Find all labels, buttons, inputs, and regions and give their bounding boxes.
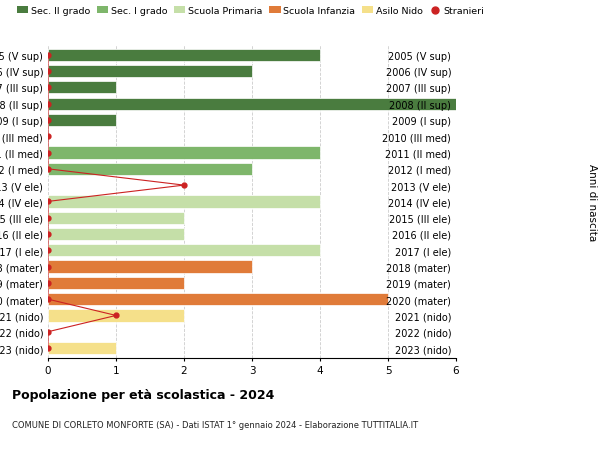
Bar: [48, 229, 184, 241]
Bar: [48, 212, 184, 224]
Text: Anni di nascita: Anni di nascita: [587, 163, 597, 241]
Bar: [48, 66, 252, 78]
Bar: [48, 293, 388, 306]
Bar: [48, 163, 252, 175]
Bar: [48, 261, 252, 273]
Bar: [48, 147, 320, 159]
Bar: [48, 245, 320, 257]
Bar: [48, 115, 116, 127]
Text: COMUNE DI CORLETO MONFORTE (SA) - Dati ISTAT 1° gennaio 2024 - Elaborazione TUTT: COMUNE DI CORLETO MONFORTE (SA) - Dati I…: [12, 420, 418, 429]
Bar: [48, 277, 184, 289]
Bar: [48, 310, 184, 322]
Text: Popolazione per età scolastica - 2024: Popolazione per età scolastica - 2024: [12, 388, 274, 401]
Bar: [48, 98, 456, 111]
Bar: [48, 50, 320, 62]
Bar: [48, 342, 116, 354]
Bar: [48, 82, 116, 94]
Bar: [48, 196, 320, 208]
Legend: Sec. II grado, Sec. I grado, Scuola Primaria, Scuola Infanzia, Asilo Nido, Stran: Sec. II grado, Sec. I grado, Scuola Prim…: [17, 7, 485, 16]
